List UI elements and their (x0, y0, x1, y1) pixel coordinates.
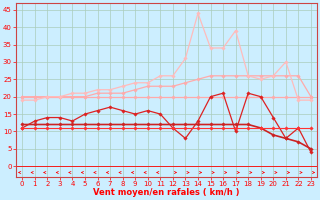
X-axis label: Vent moyen/en rafales ( km/h ): Vent moyen/en rafales ( km/h ) (93, 188, 240, 197)
